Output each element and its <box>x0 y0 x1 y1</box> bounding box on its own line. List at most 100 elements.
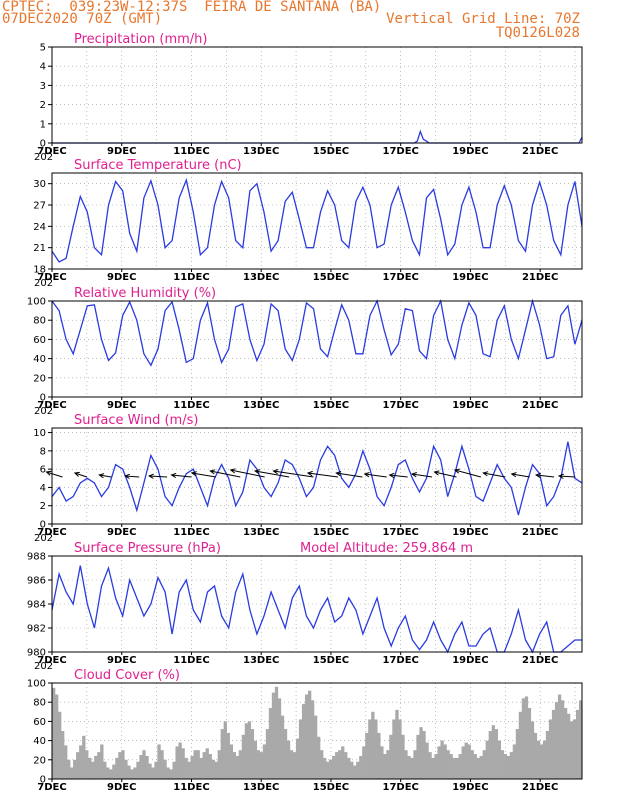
y-tick-label: 986 <box>27 576 46 587</box>
cloud-cover-bar <box>575 709 580 779</box>
wind-arrow-shaft <box>411 473 433 478</box>
y-tick-label: 3 <box>40 81 46 92</box>
cloud-panel-title: Cloud Cover (%) <box>74 668 180 683</box>
temp-series-line <box>51 177 583 263</box>
panel-frame <box>51 300 583 398</box>
y-tick-label: 0 <box>40 139 46 150</box>
cloud-cover-bar <box>187 761 191 779</box>
cloud-cover-bar <box>292 752 297 779</box>
cloud-cover-bar <box>434 754 438 779</box>
cloud-cover-bar <box>100 744 104 779</box>
cloud-cover-bar <box>440 740 444 779</box>
cloud-cover-bar <box>307 690 312 779</box>
cloud-cover-bar <box>163 759 167 779</box>
wind-arrow-head <box>253 469 261 475</box>
cloud-cover-bar <box>404 750 408 779</box>
wind-arrow-head <box>510 472 517 478</box>
wind-arrow-head <box>45 470 52 476</box>
cloud-cover-bar <box>452 757 456 779</box>
cloud-cover-bar <box>332 755 336 779</box>
x-tick-label: 15DEC <box>313 272 349 283</box>
x-tick-label: 19DEC <box>452 146 488 157</box>
x-tick-label: 9DEC <box>107 527 136 538</box>
x-tick-label: 11DEC <box>173 272 209 283</box>
x-tick-label: 13DEC <box>243 655 279 666</box>
wind-arrow-shaft <box>483 472 506 478</box>
cloud-cover-bar <box>310 700 315 779</box>
y-tick-label: 2 <box>40 501 46 512</box>
wind-arrow-head <box>482 471 489 477</box>
cloud-cover-bar <box>476 757 480 779</box>
wind-arrow-head <box>229 468 236 474</box>
cloud-cover-bar <box>253 740 258 779</box>
cloud-cover-bar <box>443 744 447 779</box>
x-tick-label: 13DEC <box>243 146 279 157</box>
x-tick-label: 7DEC <box>37 527 66 538</box>
cloud-cover-bar <box>148 763 152 779</box>
grid-line-header: Vertical Grid Line: 70Z <box>386 11 580 27</box>
cloud-cover-bar <box>76 752 80 779</box>
cloud-cover-bar <box>70 767 74 779</box>
wind-arrow-head <box>433 470 440 476</box>
cloud-cover-bar <box>79 745 83 779</box>
panel-frame <box>51 46 583 144</box>
cloud-cover-bar <box>223 721 227 779</box>
cloud-cover-bar <box>142 750 146 779</box>
cloud-cover-bar <box>374 719 378 779</box>
cloud-cover-bar <box>193 750 197 779</box>
x-tick-label: 19DEC <box>452 400 488 411</box>
y-tick-label: 1 <box>40 119 46 130</box>
x-tick-label: 17DEC <box>382 782 418 793</box>
cloud-cover-bar <box>181 748 185 779</box>
x-tick-label: 9DEC <box>107 655 136 666</box>
cloud-cover-bar <box>362 746 366 779</box>
cloud-cover-bar <box>317 736 321 779</box>
cloud-cover-bar <box>488 731 492 779</box>
cloud-cover-bar <box>509 752 514 779</box>
y-tick-label: 30 <box>33 179 46 190</box>
cloud-cover-bar <box>214 761 218 779</box>
wind-arrow-head <box>410 472 417 478</box>
cloud-cover-bar <box>136 761 140 779</box>
cloud-cover-bar <box>566 713 571 779</box>
cloud-cover-bar <box>82 735 86 779</box>
wind-arrow-shaft <box>273 470 314 478</box>
y-tick-label: 40 <box>33 736 46 747</box>
cloud-cover-bar <box>289 750 294 779</box>
wind-arrow-shaft <box>511 473 530 478</box>
cloud-cover-bar <box>335 752 339 779</box>
wind-arrow-head <box>190 471 197 477</box>
panel-precip: 0 1 2 3 4 5 7DEC 9DEC 11DEC 13DEC 15DEC 17DEC 19DEC 2… <box>34 32 583 163</box>
cloud-cover-bar <box>157 744 161 779</box>
x-tick-label: 15DEC <box>313 782 349 793</box>
cloud-cover-bar <box>545 731 550 779</box>
x-tick-label: 19DEC <box>452 655 488 666</box>
wind-arrow-shaft <box>536 474 555 478</box>
cloud-cover-bar <box>295 738 300 779</box>
cloud-cover-bar <box>497 740 501 779</box>
cloud-cover-bar <box>557 694 562 779</box>
cloud-cover-bar <box>271 692 276 779</box>
cloud-cover-bar <box>401 734 405 779</box>
cloud-cover-bar <box>395 709 399 779</box>
wind-arrow-shaft <box>125 475 140 478</box>
x-tick-label: 11DEC <box>173 782 209 793</box>
cloud-cover-bar <box>268 707 273 779</box>
x-tick-label: 17DEC <box>382 655 418 666</box>
cloud-cover-bar <box>533 732 538 779</box>
cloud-cover-bar <box>145 755 149 779</box>
y-tick-label: 40 <box>33 354 46 365</box>
x-tick-label: 19DEC <box>452 782 488 793</box>
cloud-cover-bar <box>485 740 489 779</box>
y-tick-label: 10 <box>33 428 46 439</box>
cloud-cover-bar <box>283 729 288 779</box>
panel-wind: 0 2 4 6 8 10 7DEC 9DEC 11DEC 13DEC 15DEC 17DEC 19DEC… <box>33 413 583 544</box>
cloud-cover-bar <box>235 755 240 779</box>
cloud-cover-bar <box>365 732 369 779</box>
cloud-cover-bar <box>368 719 372 779</box>
cloud-cover-bar <box>304 694 309 779</box>
cloud-cover-bar <box>133 767 137 779</box>
wind-arrow-head <box>98 473 105 479</box>
x-tick-label: 17DEC <box>382 146 418 157</box>
cloud-cover-bar <box>467 744 471 779</box>
